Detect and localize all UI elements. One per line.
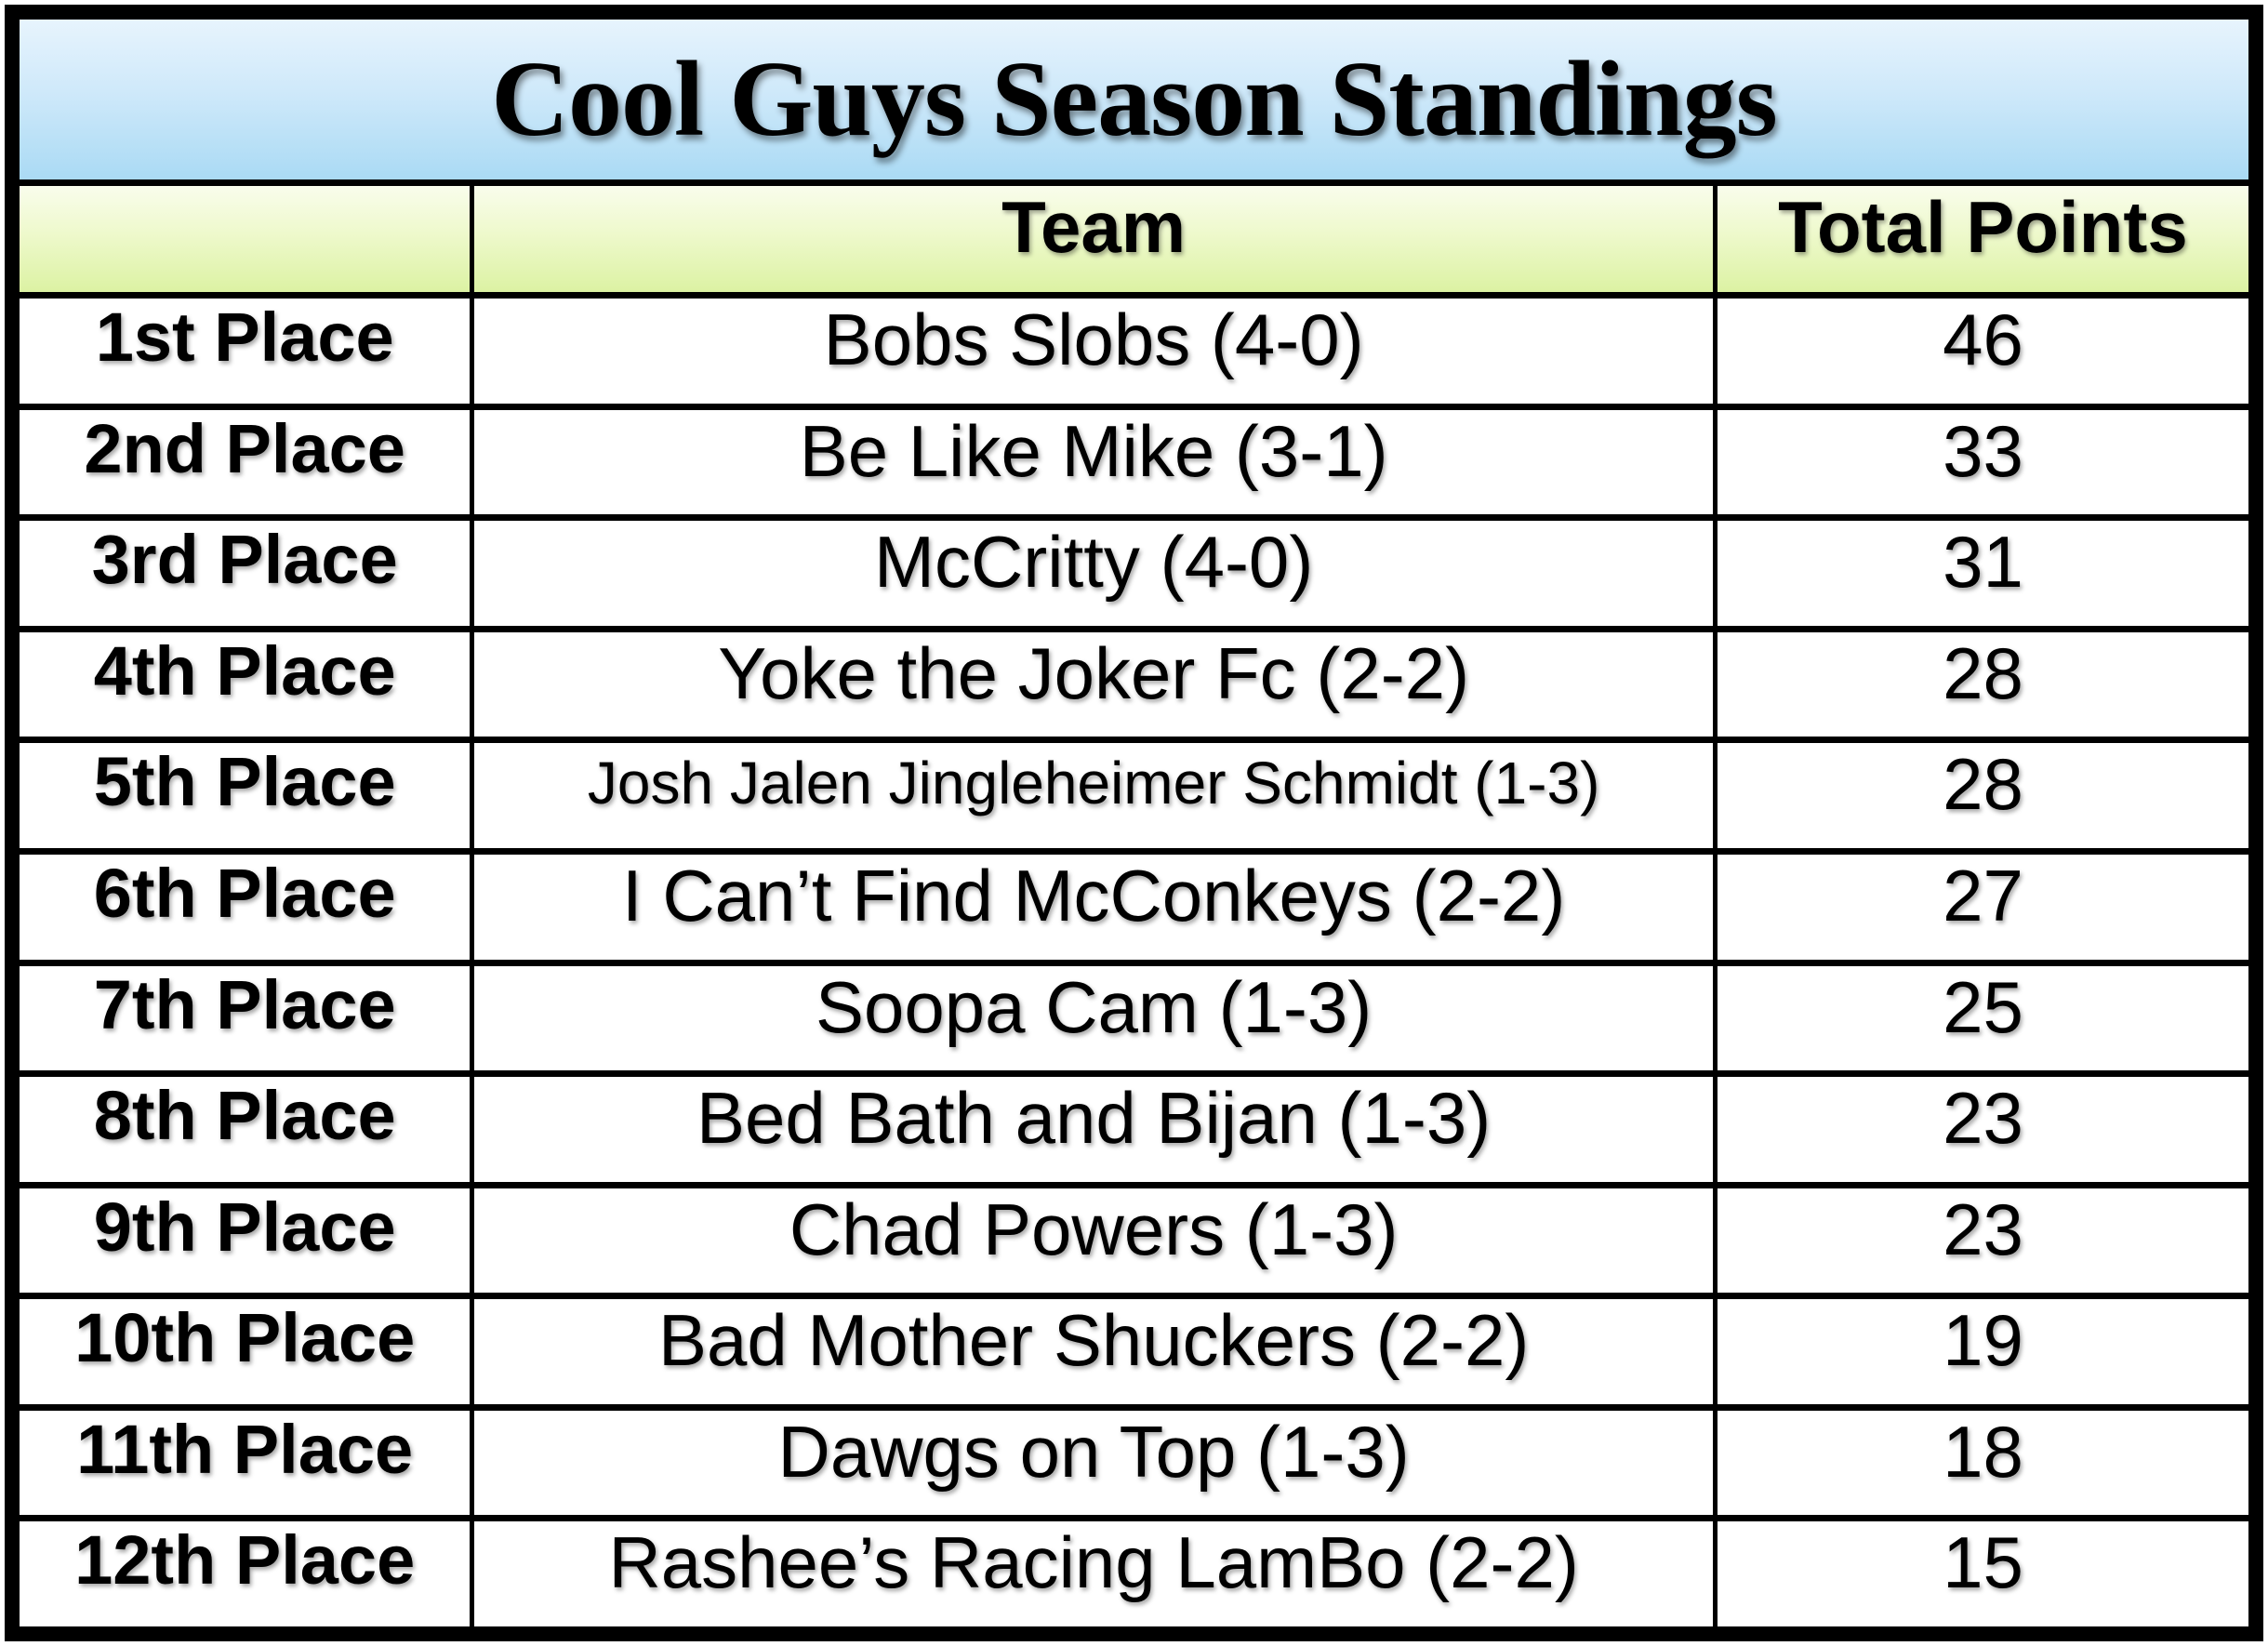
place-cell: 12th Place (20, 1521, 471, 1626)
points-cell: 18 (1717, 1410, 2248, 1516)
place-cell: 2nd Place (20, 409, 471, 515)
team-cell: Bad Mother Shuckers (2-2) (474, 1299, 1713, 1404)
points-cell: 25 (1717, 965, 2248, 1071)
place-cell: 8th Place (20, 1077, 471, 1182)
points-cell: 33 (1717, 409, 2248, 515)
place-cell: 5th Place (20, 743, 471, 848)
header-total-points: Total Points (1717, 186, 2248, 292)
place-cell: 4th Place (20, 631, 471, 737)
team-cell: I Can’t Find McConkeys (2-2) (474, 854, 1713, 960)
place-cell: 3rd Place (20, 521, 471, 626)
points-cell: 19 (1717, 1299, 2248, 1404)
team-cell: Bobs Slobs (4-0) (474, 299, 1713, 404)
team-cell: Be Like Mike (3-1) (474, 409, 1713, 515)
place-cell: 6th Place (20, 854, 471, 960)
place-cell: 11th Place (20, 1410, 471, 1516)
team-cell: Rashee’s Racing LamBo (2-2) (474, 1521, 1713, 1626)
team-cell: Dawgs on Top (1-3) (474, 1410, 1713, 1516)
place-cell: 7th Place (20, 965, 471, 1071)
header-team: Team (474, 186, 1713, 292)
page-title: Cool Guys Season Standings (20, 20, 2248, 179)
place-cell: 1st Place (20, 299, 471, 404)
points-cell: 27 (1717, 854, 2248, 960)
points-cell: 31 (1717, 521, 2248, 626)
team-cell: Soopa Cam (1-3) (474, 965, 1713, 1071)
standings-table: Cool Guys Season Standings Team Total Po… (5, 5, 2263, 1641)
place-cell: 10th Place (20, 1299, 471, 1404)
header-place (20, 186, 471, 292)
team-cell: Bed Bath and Bijan (1-3) (474, 1077, 1713, 1182)
team-cell: McCritty (4-0) (474, 521, 1713, 626)
points-cell: 23 (1717, 1077, 2248, 1182)
points-cell: 23 (1717, 1188, 2248, 1294)
points-cell: 28 (1717, 743, 2248, 848)
points-cell: 46 (1717, 299, 2248, 404)
team-cell: Chad Powers (1-3) (474, 1188, 1713, 1294)
place-cell: 9th Place (20, 1188, 471, 1294)
team-cell: Josh Jalen Jingleheimer Schmidt (1-3) (474, 743, 1713, 848)
points-cell: 28 (1717, 631, 2248, 737)
points-cell: 15 (1717, 1521, 2248, 1626)
team-cell: Yoke the Joker Fc (2-2) (474, 631, 1713, 737)
